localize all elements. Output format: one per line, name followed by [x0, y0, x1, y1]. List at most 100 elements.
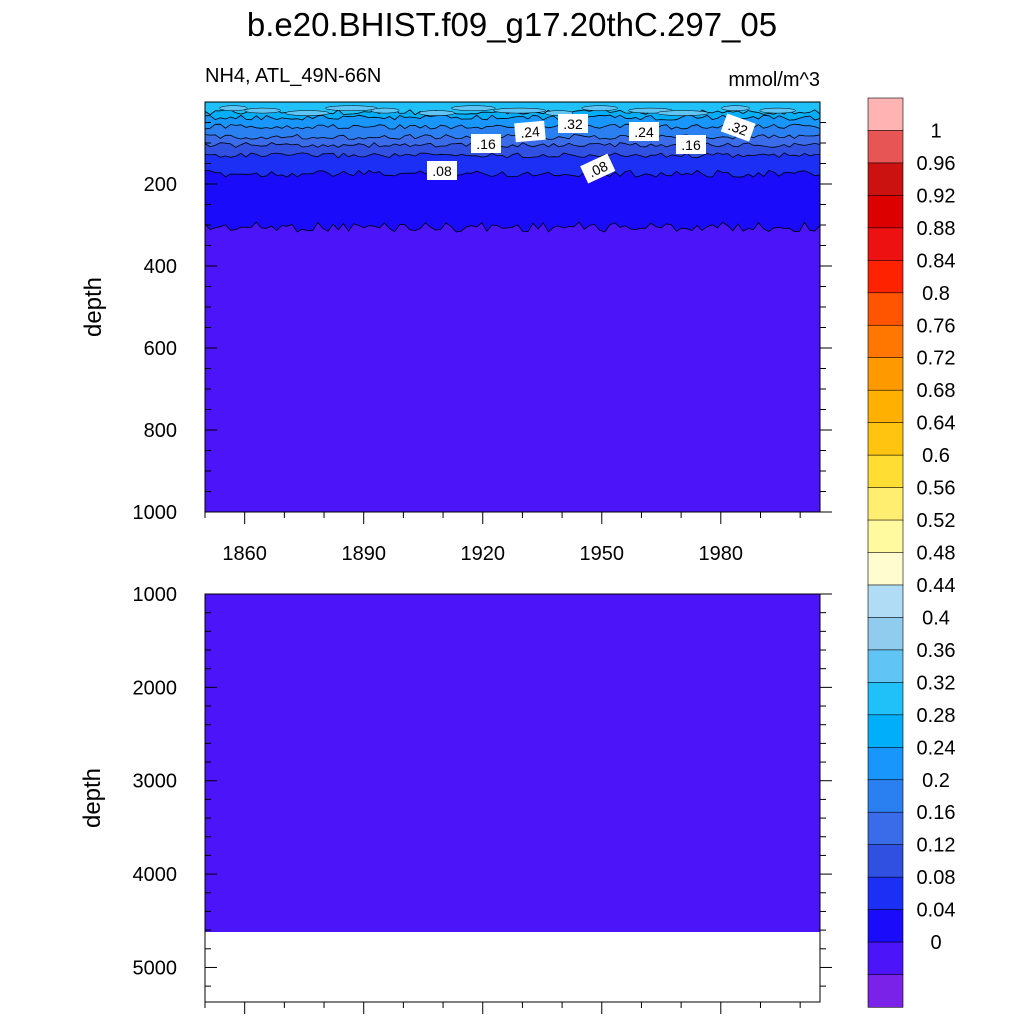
upper-panel: NH4, ATL_49N-66N mmol/m^3 .32.24.16.08.3… — [80, 65, 832, 565]
y-tick-label: 600 — [144, 338, 177, 360]
y-tick-label: 4000 — [133, 864, 178, 886]
colorbar-label: 0.88 — [917, 218, 956, 240]
contour-label: .16 — [676, 135, 706, 154]
svg-text:.08: .08 — [586, 158, 611, 181]
colorbar-swatch — [867, 519, 904, 554]
x-tick-label: 1920 — [460, 543, 505, 565]
upper-subtitle-right: mmol/m^3 — [728, 69, 820, 91]
upper-subtitle-left: NH4, ATL_49N-66N — [205, 65, 381, 87]
lower-filled-region — [205, 594, 820, 932]
colorbar-swatch — [867, 617, 904, 651]
surface-contour — [219, 105, 248, 111]
svg-text:.16: .16 — [681, 137, 701, 153]
colorbar-label: 0.36 — [917, 640, 956, 662]
colorbar-swatch — [867, 941, 904, 976]
figure-title: b.e20.BHIST.f09_g17.20thC.297_05 — [247, 6, 777, 43]
svg-text:.32: .32 — [563, 116, 583, 132]
colorbar-label: 0.32 — [917, 672, 956, 694]
surface-contour — [370, 107, 400, 114]
colorbar-swatch — [867, 974, 904, 1008]
colorbar-label: 0.44 — [917, 575, 956, 597]
contour-label: .32 — [558, 114, 588, 133]
colorbar-label: 0.16 — [917, 802, 956, 824]
colorbar-label: 0.52 — [917, 510, 956, 532]
colorbar-swatch — [867, 162, 904, 196]
surface-contour — [656, 110, 710, 116]
surface-contour — [493, 107, 546, 114]
colorbar-label: 0.68 — [917, 380, 956, 402]
svg-text:.08: .08 — [432, 163, 452, 179]
y-tick-label: 1000 — [133, 502, 178, 524]
y-tick-label: 3000 — [133, 771, 178, 793]
y-tick-label: 400 — [144, 256, 177, 278]
colorbar-swatch — [867, 682, 904, 716]
colorbar-label: 0.72 — [917, 348, 956, 370]
colorbar-label: 0.6 — [922, 445, 950, 467]
colorbar-swatch — [867, 552, 904, 586]
colorbar-label: 1 — [930, 121, 941, 143]
surface-contour — [324, 105, 378, 111]
surface-contour — [285, 110, 330, 116]
contour-line-0.2 — [204, 133, 821, 140]
colorbar-swatch — [867, 130, 904, 164]
contour-label: .24 — [514, 120, 546, 143]
colorbar-swatch — [867, 779, 904, 813]
svg-text:.16: .16 — [476, 136, 496, 152]
colorbar-label: 0.96 — [917, 153, 956, 175]
contour-line-0.08 — [204, 169, 821, 178]
surface-contour — [581, 105, 618, 111]
contour-label: .16 — [471, 134, 501, 153]
colorbar-swatch — [867, 649, 904, 683]
upper-contour-lines — [204, 105, 821, 233]
surface-contour — [721, 105, 750, 111]
lower-plot-frame — [204, 593, 821, 1003]
svg-text:.24: .24 — [634, 124, 654, 140]
colorbar-swatch — [867, 389, 904, 424]
colorbar-swatch — [867, 714, 904, 748]
colorbar-swatch — [867, 844, 904, 878]
x-tick-label: 1860 — [222, 543, 267, 565]
colorbar-label: 0.12 — [917, 835, 956, 857]
y-tick-label: 800 — [144, 420, 177, 442]
colorbar-swatch — [867, 422, 904, 456]
y-tick-label: 5000 — [133, 957, 178, 979]
colorbar-swatch — [867, 746, 904, 781]
upper-x-tick-labels: 1860 1890 1920 1950 1980 — [222, 543, 743, 565]
colorbar-swatch — [867, 227, 904, 261]
y-tick-label: 200 — [144, 174, 177, 196]
contour-label: .32 — [720, 113, 756, 142]
x-tick-label: 1890 — [341, 543, 386, 565]
colorbar-swatch — [867, 811, 904, 846]
svg-text:.24: .24 — [520, 123, 541, 141]
colorbar-label: 0.48 — [917, 543, 956, 565]
y-tick-label: 2000 — [133, 677, 178, 699]
upper-tick-marks — [204, 122, 832, 524]
x-tick-label: 1950 — [580, 543, 625, 565]
colorbar-swatch — [867, 195, 904, 229]
colorbar-swatch — [867, 97, 904, 132]
upper-contour-labels: .32 .24 .16 .08 .32 .24 .16 .08 — [427, 113, 756, 184]
colorbar — [867, 97, 904, 1008]
svg-text:.32: .32 — [726, 117, 750, 139]
colorbar-swatch — [867, 324, 904, 359]
colorbar-label: 0 — [930, 932, 941, 954]
surface-contour — [418, 110, 456, 116]
contour-line-0.28 — [204, 114, 821, 121]
colorbar-swatch — [867, 292, 904, 326]
colorbar-label: 0.08 — [917, 867, 956, 889]
lower-y-axis-label: depth — [79, 768, 106, 828]
colorbar-swatch — [867, 487, 904, 521]
colorbar-swatch — [867, 876, 904, 911]
upper-y-tick-labels: 200 400 600 800 1000 — [133, 174, 178, 524]
lower-tick-marks — [204, 593, 832, 1014]
surface-contour — [244, 107, 281, 114]
lower-panel: 1000 2000 3000 4000 5000 depth — [79, 584, 832, 1014]
colorbar-label: 0.2 — [922, 770, 950, 792]
contour-label: .08 — [580, 153, 616, 184]
colorbar-swatch — [867, 584, 904, 619]
colorbar-swatch — [867, 909, 904, 943]
contour-label: .08 — [427, 161, 457, 180]
colorbar-swatch — [867, 260, 904, 294]
upper-y-axis-label: depth — [80, 277, 107, 337]
